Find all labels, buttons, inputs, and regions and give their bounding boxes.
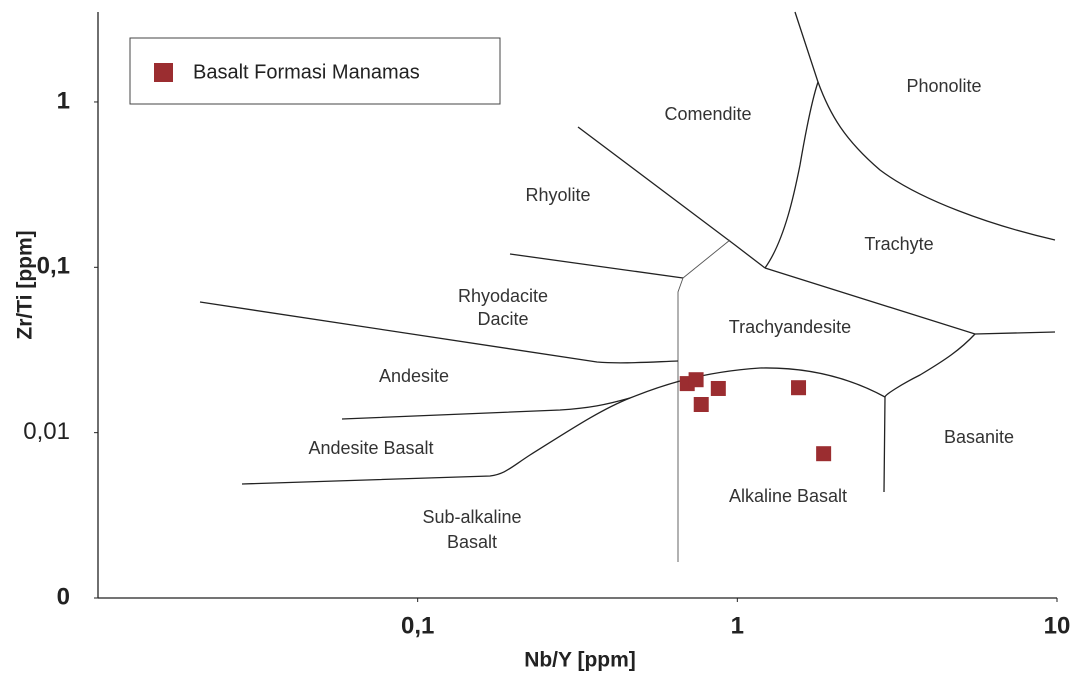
field-label: Trachyte bbox=[864, 234, 933, 254]
data-point bbox=[710, 380, 726, 396]
y-tick-label: 0,01 bbox=[23, 418, 70, 445]
field-label: Rhyodacite bbox=[458, 286, 548, 306]
x-tick-label: 1 bbox=[731, 612, 744, 639]
field-label: Comendite bbox=[664, 104, 751, 124]
field-label: Rhyolite bbox=[525, 185, 590, 205]
x-axis-title: Nb/Y [ppm] bbox=[524, 649, 636, 672]
y-tick-label: 1 bbox=[57, 87, 70, 114]
x-tick-label: 10 bbox=[1044, 612, 1071, 639]
field-label: Basanite bbox=[944, 427, 1014, 447]
legend-label: Basalt Formasi Manamas bbox=[193, 61, 420, 83]
y-tick-label: 0 bbox=[57, 583, 70, 610]
y-axis-title: Zr/Ti [ppm] bbox=[14, 230, 37, 339]
data-point bbox=[791, 380, 807, 396]
data-point bbox=[816, 446, 832, 462]
field-label: Phonolite bbox=[906, 76, 981, 96]
field-label: Sub-alkaline bbox=[422, 507, 521, 527]
legend-box bbox=[129, 37, 501, 105]
y-tick-label: 0,1 bbox=[37, 253, 70, 280]
field-boundaries bbox=[199, 11, 1056, 562]
field-label: Andesite bbox=[379, 366, 449, 386]
field-label: Dacite bbox=[477, 309, 528, 329]
x-tick-label: 0,1 bbox=[401, 612, 434, 639]
field-label: Andesite Basalt bbox=[308, 438, 433, 458]
data-point bbox=[693, 397, 709, 413]
field-label: Basalt bbox=[447, 532, 497, 552]
field-label: Alkaline Basalt bbox=[729, 486, 847, 506]
data-point bbox=[688, 372, 704, 388]
legend-swatch bbox=[154, 63, 173, 82]
field-label: Trachyandesite bbox=[729, 317, 851, 337]
